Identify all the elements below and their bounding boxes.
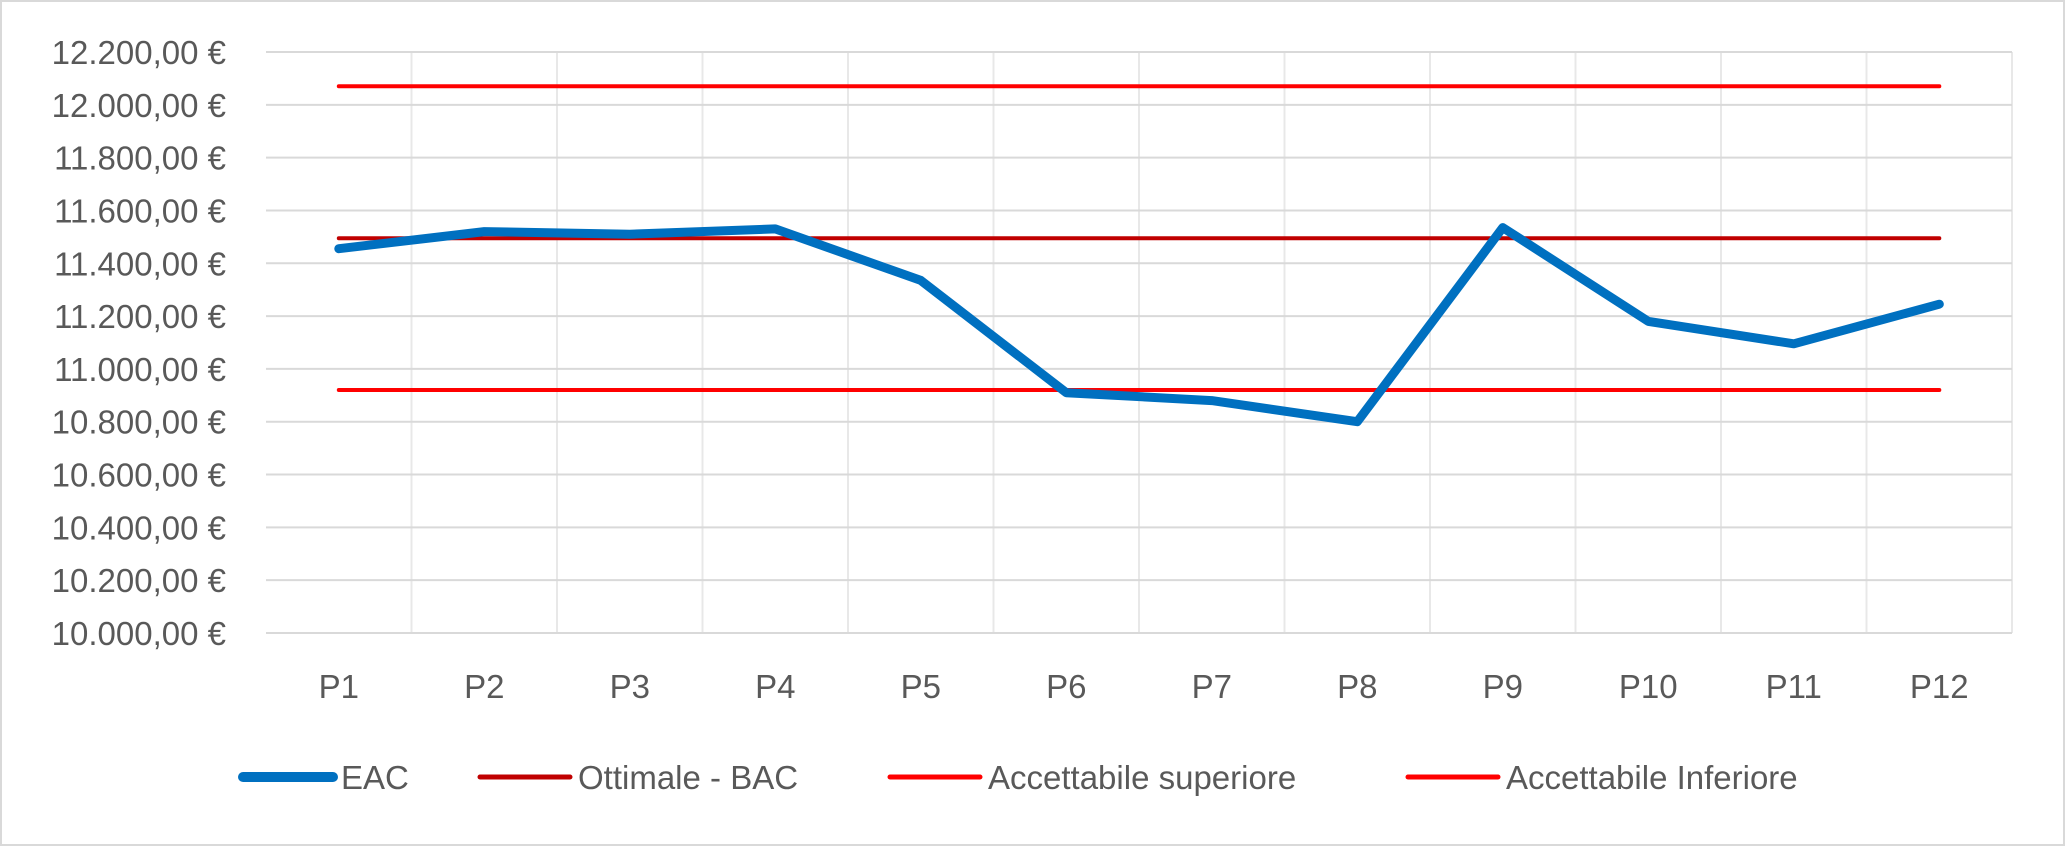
- x-tick-label: P11: [1766, 668, 1822, 705]
- x-tick-label: P3: [610, 668, 650, 705]
- x-tick-label: P4: [755, 668, 795, 705]
- series-line-0: [334, 223, 1944, 427]
- x-tick-label: P10: [1619, 668, 1678, 705]
- x-tick-label: P9: [1483, 668, 1523, 705]
- x-tick-label: P2: [464, 668, 504, 705]
- x-tick-label: P6: [1046, 668, 1086, 705]
- x-axis-ticks: P1 P2 P3 P4 P5 P6 P7 P8 P9 P10 P11 P12: [319, 668, 1969, 705]
- x-tick-label: P8: [1337, 668, 1377, 705]
- legend-label: Accettabile Inferiore: [1506, 759, 1798, 796]
- x-tick-label: P1: [319, 668, 359, 705]
- y-tick-label: 11.400,00 €: [54, 245, 226, 282]
- y-tick-label: 11.000,00 €: [54, 351, 226, 388]
- y-tick-label: 10.400,00 €: [52, 509, 226, 546]
- y-tick-label: 10.800,00 €: [52, 404, 226, 441]
- x-tick-label: P12: [1910, 668, 1969, 705]
- legend-label: Ottimale - BAC: [578, 759, 798, 796]
- series-lines: [334, 84, 1944, 427]
- y-tick-label: 11.600,00 €: [54, 192, 226, 229]
- legend: EAC Ottimale - BAC Accettabile superiore Ac…: [238, 759, 1798, 796]
- y-tick-label: 10.600,00 €: [52, 457, 226, 494]
- y-tick-label: 12.200,00 €: [52, 34, 226, 71]
- x-tick-label: P5: [901, 668, 941, 705]
- gridlines: [266, 51, 2013, 634]
- y-tick-label: 10.000,00 €: [52, 615, 226, 652]
- y-tick-label: 10.200,00 €: [52, 562, 226, 599]
- x-tick-label: P7: [1192, 668, 1232, 705]
- y-tick-label: 11.200,00 €: [54, 298, 226, 335]
- legend-label: Accettabile superiore: [988, 759, 1296, 796]
- y-tick-label: 12.000,00 €: [52, 87, 226, 124]
- y-axis-ticks: 10.000,00 € 10.200,00 € 10.400,00 € 10.600,…: [52, 34, 226, 652]
- legend-label: EAC: [341, 759, 409, 796]
- y-tick-label: 11.800,00 €: [54, 140, 226, 177]
